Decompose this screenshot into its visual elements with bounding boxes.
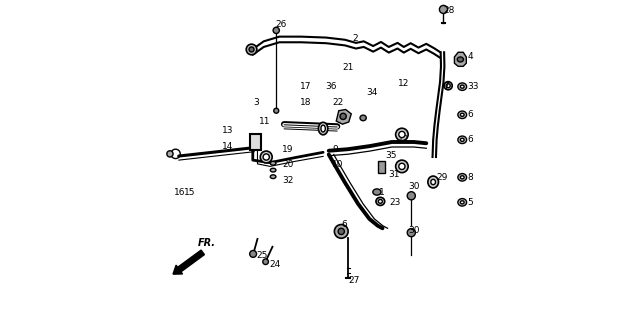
Circle shape [273,27,280,34]
Circle shape [340,113,346,120]
Ellipse shape [457,57,463,62]
Ellipse shape [319,122,328,135]
Ellipse shape [360,115,366,121]
Text: 6: 6 [468,135,474,144]
Text: 8: 8 [468,173,474,182]
Ellipse shape [460,113,464,116]
Ellipse shape [396,128,408,141]
Text: 31: 31 [388,170,399,179]
Text: 6: 6 [468,110,474,119]
Text: 3: 3 [253,98,259,107]
Text: 12: 12 [397,79,409,88]
Circle shape [274,108,279,113]
Text: 13: 13 [221,126,233,135]
Text: 7: 7 [444,82,449,91]
Text: 24: 24 [269,260,280,269]
Ellipse shape [460,176,464,179]
Text: 11: 11 [259,116,271,126]
Circle shape [250,251,257,257]
Text: 10: 10 [332,160,344,169]
Text: 16: 16 [173,188,185,198]
Ellipse shape [270,168,276,172]
Text: 14: 14 [221,142,233,150]
Circle shape [440,5,447,14]
Text: 5: 5 [468,198,474,207]
Circle shape [338,228,344,235]
Ellipse shape [458,174,467,181]
FancyArrow shape [173,250,204,274]
Ellipse shape [399,131,405,138]
Ellipse shape [460,138,464,141]
Bar [378,161,385,173]
Text: 35: 35 [385,151,397,160]
Text: FR.: FR. [198,238,216,248]
Text: 22: 22 [332,98,343,107]
Circle shape [249,47,254,52]
Bar [250,134,261,150]
Text: 19: 19 [282,145,293,154]
Text: 21: 21 [342,63,354,73]
Text: 18: 18 [300,98,311,107]
Text: 6: 6 [341,220,347,229]
Text: 36: 36 [326,82,337,91]
Ellipse shape [458,136,467,143]
Ellipse shape [460,85,464,88]
Text: 27: 27 [349,276,360,285]
Text: 12: 12 [397,135,409,144]
Text: 20: 20 [282,160,293,169]
Text: 1: 1 [379,188,385,198]
Ellipse shape [260,151,272,163]
Ellipse shape [270,161,276,165]
Text: 15: 15 [184,188,195,198]
Text: 34: 34 [366,89,378,97]
Text: 29: 29 [436,173,447,182]
Circle shape [334,225,348,238]
Text: 26: 26 [276,20,287,29]
Text: 23: 23 [389,198,401,207]
Ellipse shape [431,179,435,185]
Ellipse shape [399,163,405,170]
Ellipse shape [458,111,467,119]
Text: 33: 33 [468,82,479,91]
Ellipse shape [321,125,325,132]
Polygon shape [336,110,351,124]
Circle shape [246,44,257,55]
Ellipse shape [270,175,276,179]
Ellipse shape [373,189,381,195]
Text: 4: 4 [468,52,473,62]
Circle shape [407,192,415,200]
Circle shape [167,151,173,157]
Ellipse shape [460,201,464,204]
Text: 30: 30 [408,226,420,235]
Circle shape [407,229,415,237]
Ellipse shape [376,197,385,205]
Text: 17: 17 [300,82,311,91]
Text: 30: 30 [408,182,420,191]
Circle shape [263,259,268,264]
Polygon shape [454,52,467,66]
Text: 28: 28 [444,6,455,14]
Ellipse shape [444,82,452,90]
Text: 32: 32 [282,176,293,185]
Ellipse shape [263,154,269,160]
Ellipse shape [396,160,408,173]
Ellipse shape [378,199,382,203]
Ellipse shape [428,176,438,188]
Text: 2: 2 [353,34,358,43]
Text: 25: 25 [257,251,268,260]
Ellipse shape [446,84,450,88]
Ellipse shape [458,198,467,206]
Ellipse shape [458,83,467,90]
Text: 9: 9 [332,145,338,154]
